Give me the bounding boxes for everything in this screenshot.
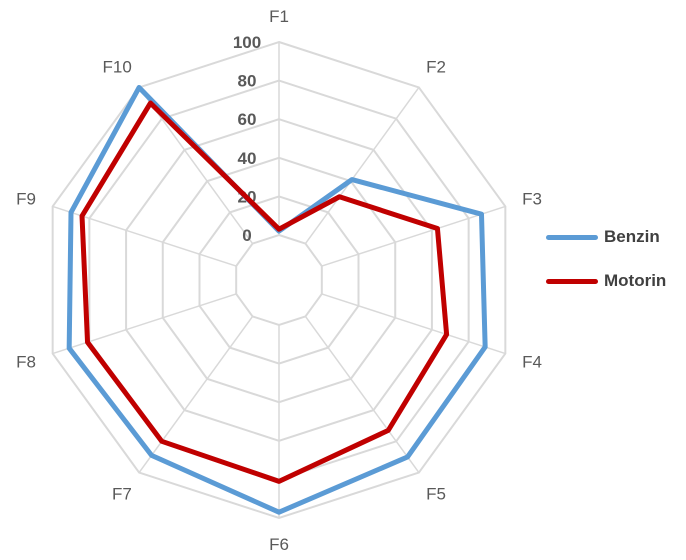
grid-spoke-2 <box>304 87 420 245</box>
grid-spoke-3 <box>321 205 506 267</box>
axis-label-f9: F9 <box>16 189 36 208</box>
category-axis-labels: F1 F2 F3 F4 F5 F6 F7 F8 F9 F10 <box>16 7 542 554</box>
axis-label-f7: F7 <box>112 485 132 504</box>
legend: Benzin Motorin <box>546 224 666 312</box>
legend-label-motorin: Motorin <box>604 271 667 290</box>
grid-spoke-8 <box>52 293 237 355</box>
axis-label-f3: F3 <box>522 189 542 208</box>
legend-item-benzin: Benzin <box>546 224 666 250</box>
axis-label-f2: F2 <box>426 57 446 76</box>
axis-label-f5: F5 <box>426 485 446 504</box>
series-lines <box>66 84 488 515</box>
axis-label-f10: F10 <box>103 57 132 76</box>
legend-item-motorin: Motorin <box>546 268 666 294</box>
series-line-benzin <box>66 84 488 515</box>
axis-label-f8: F8 <box>16 353 36 372</box>
legend-label-benzin: Benzin <box>604 227 660 246</box>
grid-ring-0 <box>235 233 323 327</box>
r-tick-label-60: 60 <box>238 110 257 129</box>
r-tick-label-0: 0 <box>242 226 251 245</box>
axis-label-f4: F4 <box>522 353 542 372</box>
r-tick-label-100: 100 <box>233 33 261 52</box>
r-tick-label-40: 40 <box>238 149 257 168</box>
grid-spoke-4 <box>321 293 506 355</box>
legend-swatch-benzin <box>546 234 598 240</box>
axis-label-f6: F6 <box>269 535 289 554</box>
axis-label-f1: F1 <box>269 7 289 26</box>
grid-spoke-7 <box>138 315 254 473</box>
grid-spoke-5 <box>304 315 420 473</box>
radar-grid <box>51 40 507 520</box>
series-line-motorin <box>79 100 450 484</box>
legend-swatch-motorin <box>546 278 598 284</box>
r-tick-label-80: 80 <box>238 72 257 91</box>
